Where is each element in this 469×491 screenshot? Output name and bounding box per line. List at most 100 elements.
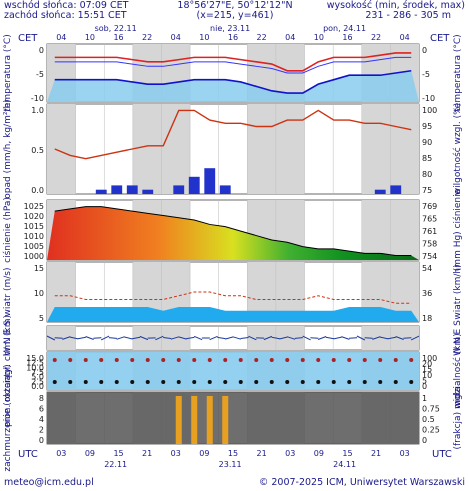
cloud-base-point <box>362 380 367 384</box>
wind-direction-arrow <box>186 336 195 340</box>
wind-direction-arrow <box>302 335 311 341</box>
cloud-top-point <box>316 358 321 362</box>
y-axis-label: W N E S <box>3 320 13 356</box>
cloud-top-point <box>409 358 414 362</box>
wind-direction-arrow <box>163 337 172 339</box>
y-tick-right: 15 <box>422 365 432 374</box>
pressure-line <box>54 206 412 257</box>
day-label-top: sob, 22.11 <box>95 24 137 33</box>
wind-direction-arrow <box>240 337 249 339</box>
wind-direction-arrow <box>217 336 226 340</box>
cloud-top-point <box>99 358 104 362</box>
y-tick-left: 0.5 <box>31 146 44 155</box>
hour-label-top: 10 <box>314 33 324 42</box>
y-tick-right: -10 <box>422 94 435 103</box>
y-tick-left: 2.5 <box>31 377 44 386</box>
cloud-top-point <box>83 358 88 362</box>
y-tick-left: 1025 <box>24 202 44 211</box>
y-tick-left: 1.0 <box>31 106 44 115</box>
night-shade <box>247 104 276 194</box>
hour-label-top: 22 <box>371 33 381 42</box>
y-tick-left: -5 <box>36 70 44 79</box>
y-axis-label: temperatura (°C) <box>3 34 13 111</box>
wind-direction-arrow <box>286 336 296 340</box>
y-tick-left: 1010 <box>24 232 44 241</box>
footer-email[interactable]: meteo@icm.edu.pl <box>4 477 94 488</box>
hour-label-bottom: 21 <box>371 449 381 458</box>
wind-direction-arrow <box>356 335 366 341</box>
wind-direction-arrow <box>395 336 404 340</box>
precip-bar <box>390 185 402 194</box>
hour-label-bottom: 09 <box>314 449 324 458</box>
cloud-base-point <box>161 380 166 384</box>
hour-label-top: 22 <box>142 33 152 42</box>
temperature-series-line <box>54 52 412 72</box>
cloud-top-point <box>331 358 336 362</box>
hour-label-bottom: 03 <box>56 449 66 458</box>
cloud-base-point <box>130 380 135 384</box>
y-tick-right: 95 <box>422 122 432 131</box>
y-tick-left: 12.5 <box>26 359 44 368</box>
wind-direction-arrow <box>317 336 327 340</box>
visibility-area <box>47 352 419 390</box>
cloud-top-point <box>223 358 228 362</box>
y-tick-left: 1020 <box>24 212 44 221</box>
timezone-left: CET <box>18 33 38 44</box>
cloud-base-point <box>269 380 274 384</box>
night-shade <box>390 104 419 194</box>
wind-gust-line <box>54 291 412 304</box>
wind-direction-arrow <box>132 336 141 340</box>
cloud-base-point <box>378 380 383 384</box>
wind-direction-arrow <box>248 335 257 341</box>
y-tick-left: 0.0 <box>31 186 44 195</box>
y-axis-label: widzialność (km) <box>452 333 463 409</box>
y-tick-right: 100 <box>422 354 437 363</box>
sunset-label: zachód słońca: 15:51 CET <box>4 10 127 21</box>
hour-label-top: 04 <box>285 33 295 42</box>
night-shade <box>275 104 305 194</box>
cloud-base-point <box>99 380 104 384</box>
y-tick-left: 15.0 <box>26 354 44 363</box>
y-axis-label: wiatr (km/h) <box>453 264 463 319</box>
wind-direction-arrow <box>155 335 164 341</box>
y-tick-left: 0.0 <box>31 382 44 391</box>
y-axis-label: temperatura (°C) <box>453 34 463 111</box>
hour-label-bottom: 15 <box>228 449 238 458</box>
fog-bar <box>175 396 182 444</box>
cloud-base-point <box>393 380 398 384</box>
elevation-title: wysokość (min, środek, max) <box>326 0 465 11</box>
elevation-values: 231 - 286 - 305 m <box>365 10 451 21</box>
cloud-base-point <box>331 380 336 384</box>
wind-direction-arrow <box>46 335 56 341</box>
hour-label-top: 16 <box>342 33 352 42</box>
wind-direction-arrow <box>178 336 187 340</box>
wind-direction-arrow <box>85 336 94 340</box>
wind-direction-arrow <box>193 335 203 341</box>
cloud-base-point <box>285 380 290 384</box>
y-tick-left: 6 <box>39 405 44 414</box>
y-tick-right: 10 <box>422 371 432 380</box>
wind-direction-arrow <box>271 336 280 340</box>
y-tick-right: 20 <box>422 360 432 369</box>
footer-copyright: © 2007-2025 ICM, Uniwersytet Warszawski <box>258 477 465 488</box>
hour-label-bottom: 15 <box>113 449 123 458</box>
wind-direction-arrow <box>77 336 86 340</box>
y-tick-right: 769 <box>422 202 437 211</box>
wind-direction-arrow <box>139 335 149 341</box>
temp-min-area <box>47 70 419 102</box>
y-axis-label: wilgotność wzgl. (%) <box>452 103 463 195</box>
wind-direction-arrow <box>263 335 273 341</box>
y-tick-left: 4 <box>39 415 44 424</box>
cloud-base-point <box>52 380 57 384</box>
y-axis-label: ciśnienie (hPa) <box>2 197 13 263</box>
y-tick-right: 758 <box>422 240 437 249</box>
y-tick-left: 7.5 <box>31 368 44 377</box>
hour-label-top: 04 <box>171 33 181 42</box>
coordinates-label: 18°56'27"E, 50°12'12"N <box>177 0 293 11</box>
y-axis-label: (mm Hg) ciśnienie <box>452 188 463 271</box>
y-axis-label: (frakcja) mgła <box>453 387 463 450</box>
cloud-top-point <box>347 358 352 362</box>
cloud-top-point <box>192 358 197 362</box>
cloud-base-point <box>207 380 212 384</box>
